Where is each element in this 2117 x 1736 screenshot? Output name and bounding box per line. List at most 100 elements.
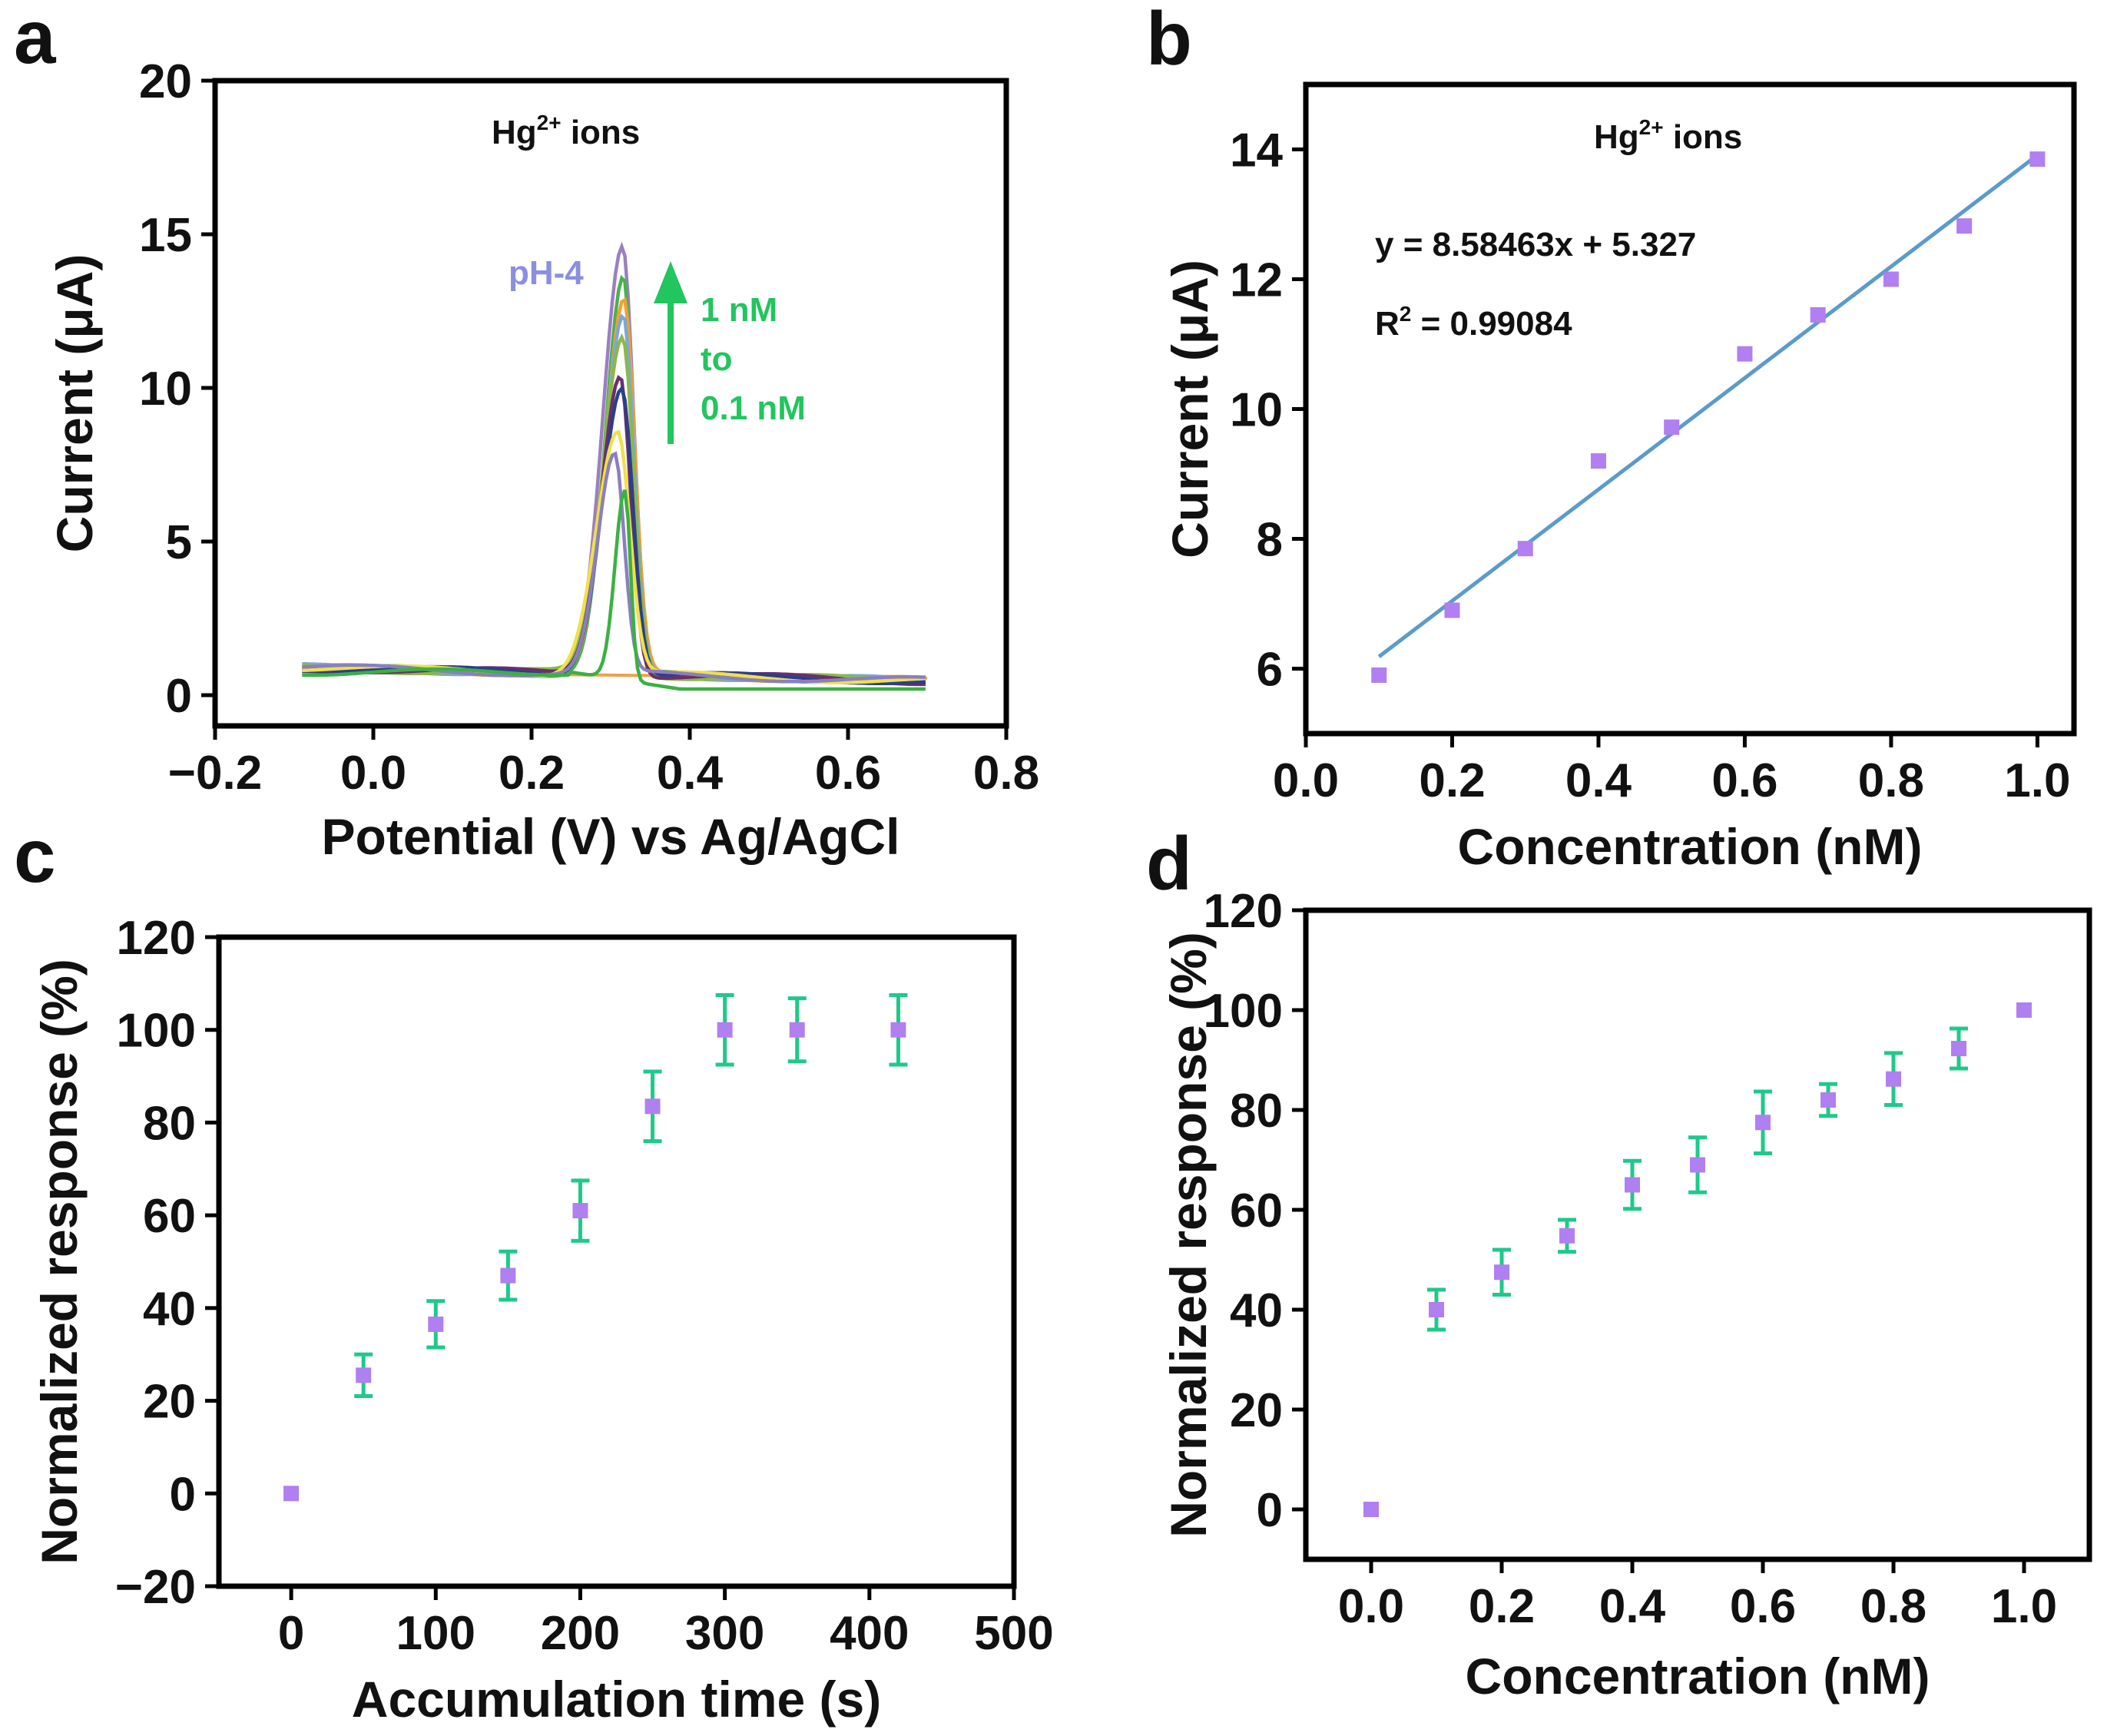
y-tick-label: 40	[143, 1283, 196, 1336]
axis-frame	[1303, 907, 2092, 1562]
y-tick-label: 20	[139, 55, 192, 108]
data-point	[1429, 1302, 1444, 1317]
r-squared: R2 = 0.99084	[1375, 302, 1572, 343]
panel-letter: c	[14, 813, 56, 898]
x-axis-label: Accumulation time (s)	[352, 1671, 881, 1728]
data-point	[717, 1022, 733, 1038]
ion-label-base: Hg	[492, 114, 537, 151]
data-point	[1820, 1092, 1836, 1108]
data-point	[1956, 218, 1973, 234]
x-tick-label: 500	[974, 1607, 1053, 1660]
y-axis-label: Current (μA)	[1161, 260, 1218, 558]
ion-label: Hg2+ ions	[1594, 115, 1742, 156]
x-tick-label: 0.2	[1419, 754, 1485, 807]
fit-equation: y = 8.58463x + 5.327	[1375, 226, 1696, 263]
y-tick-label: 120	[117, 912, 196, 965]
ion-label-charge: 2+	[537, 111, 562, 134]
r-squared-prefix: R	[1375, 305, 1400, 343]
y-tick-label: 60	[143, 1190, 196, 1243]
data-point	[1494, 1264, 1509, 1280]
arrow-label-bottom: 0.1 nM	[701, 389, 806, 427]
x-tick-label: 0.8	[1858, 754, 1924, 807]
axis-frame	[1303, 81, 2077, 737]
fit-line	[1377, 153, 2039, 658]
ph-label: pH-4	[509, 254, 584, 292]
data-point	[500, 1267, 516, 1284]
ion-label-base: Hg	[1594, 118, 1639, 156]
plot-area	[1371, 151, 2046, 683]
x-tick-label: 0.4	[1599, 1580, 1666, 1633]
r-squared-exponent: 2	[1400, 302, 1412, 326]
x-axis-label: Potential (V) vs Ag/AgCl	[322, 808, 900, 865]
x-tick-label: 100	[396, 1607, 475, 1660]
y-tick-label: 80	[143, 1097, 196, 1150]
x-tick-label: 0.0	[340, 747, 406, 800]
series-line	[302, 489, 926, 691]
panel-letter: d	[1146, 821, 1192, 906]
data-point	[1444, 602, 1460, 618]
data-point	[1883, 271, 1899, 287]
x-tick-label: 0.2	[1469, 1580, 1535, 1633]
y-tick-label: 10	[139, 363, 192, 416]
y-tick-label: 120	[1204, 885, 1283, 938]
y-axis-label: Normalized response (%)	[1160, 932, 1217, 1538]
y-tick-label: 0	[1257, 1484, 1283, 1537]
data-point	[1886, 1071, 1901, 1087]
series-line	[302, 374, 926, 687]
data-point	[1755, 1115, 1771, 1131]
x-tick-label: 0.0	[1338, 1580, 1404, 1633]
data-point	[890, 1022, 906, 1038]
data-point	[356, 1367, 372, 1383]
ion-label-suffix: ions	[562, 114, 641, 151]
x-tick-label: 0.8	[1860, 1580, 1927, 1633]
y-tick-label: 6	[1257, 644, 1283, 697]
data-point	[2029, 151, 2046, 167]
y-axis-label: Current (μA)	[46, 254, 103, 553]
chart-panel-a: a −0.2 0.0 0.2 0.4 0.6 0.8 0 5 10 15 20 Potential (V…	[14, 0, 1039, 865]
x-tick-label: 0.2	[499, 747, 565, 800]
y-tick-label: 15	[139, 209, 192, 262]
ion-label-suffix: ions	[1664, 118, 1743, 156]
x-tick-label: 0.4	[657, 747, 724, 800]
data-point	[644, 1098, 661, 1115]
panel-letter: b	[1146, 0, 1192, 81]
x-tick-label: 0.4	[1565, 754, 1632, 807]
y-tick-label: 5	[166, 516, 192, 569]
x-tick-label: 0.6	[1730, 1580, 1796, 1633]
axis-frame	[212, 78, 1009, 729]
x-axis-label: Concentration (nM)	[1458, 818, 1923, 875]
data-point	[2016, 1002, 2032, 1018]
ion-label-charge: 2+	[1639, 115, 1664, 139]
y-tick-label: 10	[1230, 384, 1283, 437]
chart-panel-d: d 0.0 0.2 0.4 0.6 0.8 1.0 0 20 40 60 80 100 120 Concen…	[1146, 821, 2092, 1705]
y-tick-label: 20	[143, 1376, 196, 1429]
panel-letter: a	[14, 0, 57, 79]
data-point	[1690, 1157, 1705, 1173]
data-point	[428, 1316, 444, 1332]
data-point	[1737, 346, 1753, 362]
y-tick-label: 8	[1257, 514, 1283, 567]
x-tick-label: 200	[541, 1607, 620, 1660]
y-tick-label: 12	[1230, 254, 1283, 307]
data-point	[1371, 667, 1387, 683]
axis-frame	[216, 934, 1017, 1589]
series-line	[302, 333, 926, 686]
y-tick-label: 100	[1204, 985, 1283, 1038]
x-axis-label: Concentration (nM)	[1466, 1648, 1930, 1705]
y-tick-label: 100	[117, 1005, 196, 1058]
ion-label: Hg2+ ions	[492, 111, 640, 151]
y-tick-label: 60	[1230, 1184, 1283, 1237]
data-point	[789, 1022, 805, 1038]
data-point	[1559, 1227, 1575, 1244]
r-squared-value: = 0.99084	[1411, 305, 1572, 343]
x-tick-label: 1.0	[1991, 1580, 2057, 1633]
plot-area	[302, 241, 928, 691]
x-tick-label: 1.0	[2004, 754, 2070, 807]
y-tick-label: 0	[170, 1468, 196, 1521]
y-tick-label: −20	[115, 1561, 196, 1614]
y-tick-label: 0	[166, 670, 192, 723]
arrow-label-mid: to	[701, 340, 733, 378]
chart-panel-b: b 0.0 0.2 0.4 0.6 0.8 1.0 6 8 10 12 14 Concentration…	[1146, 0, 2077, 875]
